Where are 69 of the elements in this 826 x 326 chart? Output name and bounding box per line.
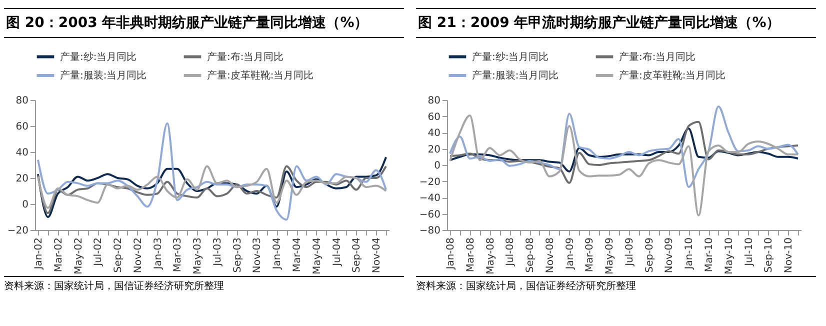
x-tick-label: Jul-10 [744,238,755,267]
x-tick-label: May-09 [604,238,616,274]
legend-label: 产量:服装:当月同比 [472,70,559,82]
line-series [448,127,800,172]
text: 资料来源：国家统计局，国信证券经济研究所整理 [4,276,404,293]
x-tick-label: May-08 [485,238,496,274]
x-tick-label: Nov-09 [664,238,676,274]
x-tick-label: Mar-10 [704,238,716,272]
line-series [36,122,388,221]
x-tick-label: Jan-08 [445,238,456,270]
y-tick-label: 0 [22,200,28,210]
x-tick-label: Nov-03 [252,238,264,274]
legend-label: 产量:皮革鞋靴:当月同比 [207,70,314,82]
x-tick-label: Nov-08 [544,238,556,274]
x-tick-label: May-02 [73,238,84,274]
legend-label: 产量:布:当月同比 [207,50,284,63]
x-tick-label: Sep-04 [352,238,363,273]
x-tick-label: Mar-02 [53,238,64,272]
y-tick-label: −20 [7,226,28,236]
x-tick-label: Jan-09 [564,238,576,270]
x-tick-label: Jan-10 [684,238,696,270]
legend-label: 产量:纱:当月同比 [60,50,137,63]
legend-label: 产量:服装:当月同比 [60,70,147,82]
y-tick-label: 60 [428,112,440,123]
y-tick-label: 40 [16,148,28,158]
legend-label: 产量:皮革鞋靴:当月同比 [619,70,726,82]
x-tick-label: Jul-09 [624,238,636,267]
x-tick-label: Sep-10 [764,238,775,273]
x-tick-label: Sep-03 [232,238,244,273]
x-tick-label: Nov-04 [372,238,383,274]
legend-label: 产量:纱:当月同比 [472,50,549,63]
x-tick-label: Jan-03 [152,238,164,270]
x-tick-label: Jan-02 [33,238,44,270]
x-tick-label: Sep-02 [113,238,124,273]
x-tick-label: Jul-08 [505,238,516,267]
x-tick-label: Sep-09 [644,238,656,273]
y-tick-label: −20 [419,176,440,188]
x-tick-label: May-03 [192,238,204,274]
y-tick-label: −80 [419,226,440,236]
legend-label: 产量:布:当月同比 [619,50,696,63]
y-tick-label: 20 [428,144,440,156]
line-series [36,156,388,218]
x-tick-label: Jul-04 [332,238,343,267]
y-tick-label: 40 [428,128,440,139]
x-tick-label: Mar-04 [292,238,304,272]
y-tick-label: −60 [419,209,440,220]
x-tick-label: Jul-03 [212,238,224,267]
x-tick-label: Jul-02 [93,238,104,267]
y-tick-label: 80 [428,96,440,106]
line-series [448,114,800,216]
x-tick-label: Mar-03 [172,238,184,272]
y-tick-label: −40 [419,193,440,204]
x-tick-label: Sep-08 [525,238,536,273]
x-tick-label: Mar-09 [584,238,596,272]
y-tick-label: 0 [434,160,440,172]
y-tick-label: 20 [16,174,28,184]
x-tick-label: Nov-02 [132,238,144,274]
chart-title: 图 21：2009 年甲流时期纺服产业链产量同比增速（%） [416,8,816,38]
text: 资料来源：国家统计局，国信证券经济研究所整理 [416,276,816,293]
x-tick-label: Jan-04 [272,238,284,270]
y-tick-label: 80 [16,96,28,106]
x-tick-label: Nov-10 [784,238,795,274]
y-tick-label: 60 [16,122,28,132]
x-tick-label: May-04 [312,238,323,274]
line-series [448,106,800,188]
line-series [448,120,800,184]
x-tick-label: Mar-08 [465,238,476,272]
x-tick-label: May-10 [724,238,735,274]
chart-title: 图 20：2003 年非典时期纺服产业链产量同比增速（%） [4,8,404,38]
